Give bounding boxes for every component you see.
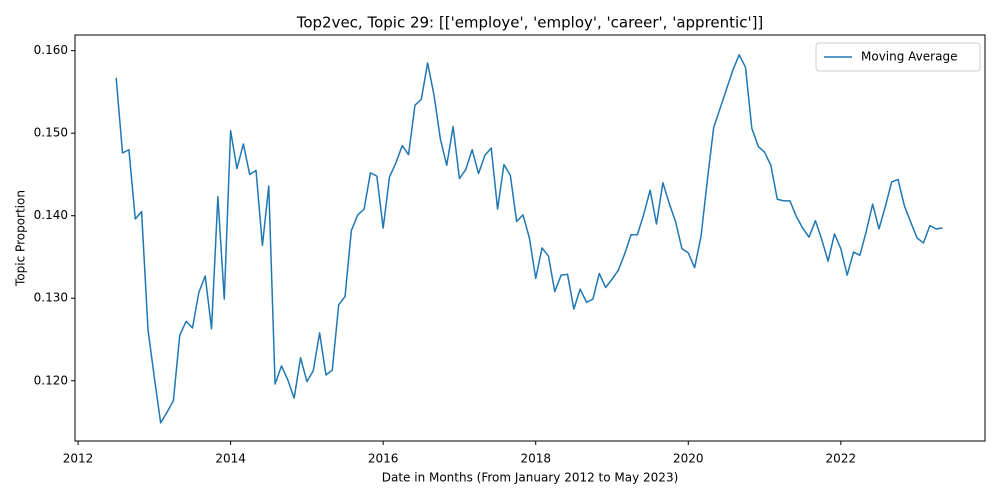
line-series — [115, 54, 943, 424]
y-tick-label: 0.150 — [34, 126, 68, 140]
x-tick-label: 2016 — [368, 452, 399, 466]
x-tick-label: 2020 — [673, 452, 704, 466]
legend-box — [815, 42, 981, 72]
x-axis-label: Date in Months (From January 2012 to May… — [382, 471, 679, 485]
y-tick-label: 0.140 — [34, 208, 68, 222]
y-tick-label: 0.120 — [34, 373, 68, 387]
y-tick-label: 0.130 — [34, 291, 68, 305]
chart-title: Top2vec, Topic 29: [['employe', 'employ'… — [296, 14, 764, 32]
legend-label: Moving Average — [861, 50, 957, 64]
x-tick-label: 2018 — [520, 452, 551, 466]
x-tick-label: 2014 — [215, 452, 246, 466]
y-axis-label: Topic Proportion — [14, 190, 28, 287]
x-tick-label: 2012 — [63, 452, 94, 466]
plot-frame — [74, 34, 986, 442]
x-tick-label: 2022 — [826, 452, 857, 466]
y-tick-label: 0.160 — [34, 43, 68, 57]
